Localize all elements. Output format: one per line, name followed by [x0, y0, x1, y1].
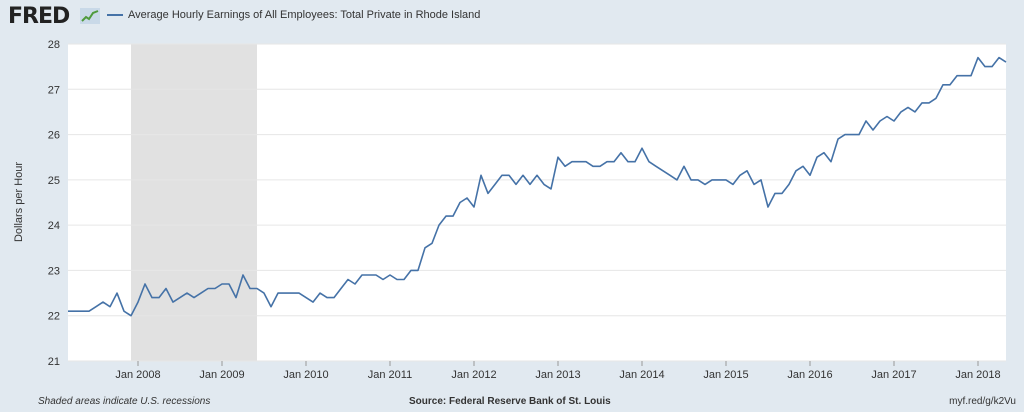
x-tick-label: Jan 2018 — [955, 369, 1000, 381]
y-tick-label: 24 — [48, 220, 60, 232]
x-tick-label: Jan 2008 — [115, 369, 160, 381]
chart-legend: Average Hourly Earnings of All Employees… — [107, 9, 480, 21]
x-tick-label: Jan 2016 — [787, 369, 832, 381]
x-tick-label: Jan 2011 — [368, 369, 412, 381]
x-tick-label: Jan 2009 — [199, 369, 244, 381]
legend-label: Average Hourly Earnings of All Employees… — [128, 9, 481, 21]
series-line — [68, 56, 1007, 317]
legend-line-swatch — [107, 14, 123, 17]
short-url-link[interactable]: myf.red/g/k2Vu — [949, 396, 1016, 407]
x-tick-label: Jan 2010 — [283, 369, 328, 381]
x-tick-label: Jan 2013 — [535, 369, 580, 381]
x-tick-label: Jan 2015 — [703, 369, 748, 381]
y-tick-label: 21 — [48, 356, 60, 368]
y-axis-label: Dollars per Hour — [13, 162, 25, 242]
fred-chart-icon — [80, 8, 100, 24]
x-tick-label: Jan 2012 — [451, 369, 496, 381]
x-tick-label: Jan 2014 — [619, 369, 664, 381]
source-credit: Source: Federal Reserve Bank of St. Loui… — [409, 396, 611, 407]
recession-shading-layer — [131, 44, 257, 361]
chart-header: FRED Average Hourly Earnings of All Empl… — [0, 0, 1024, 36]
fred-logo[interactable]: FRED — [8, 4, 70, 29]
x-tick-label: Jan 2017 — [871, 369, 916, 381]
x-axis-ticks: Jan 2008 Jan 2009 Jan 2010 Jan 2011 Jan 2012… — [115, 361, 1001, 381]
y-tick-label: 25 — [48, 175, 60, 187]
y-tick-label: 22 — [48, 311, 60, 323]
y-axis-ticks: 21 22 23 24 25 26 27 28 — [48, 39, 60, 368]
recession-note: Shaded areas indicate U.S. recessions — [38, 396, 211, 407]
recession-shade — [131, 44, 257, 361]
y-tick-label: 26 — [48, 130, 60, 142]
y-tick-label: 27 — [48, 84, 60, 96]
y-tick-label: 23 — [48, 265, 60, 277]
line-chart: 21 22 23 24 25 26 27 28 Jan 2008 Jan 2009 Jan 201… — [0, 36, 1024, 394]
y-tick-label: 28 — [48, 39, 60, 51]
